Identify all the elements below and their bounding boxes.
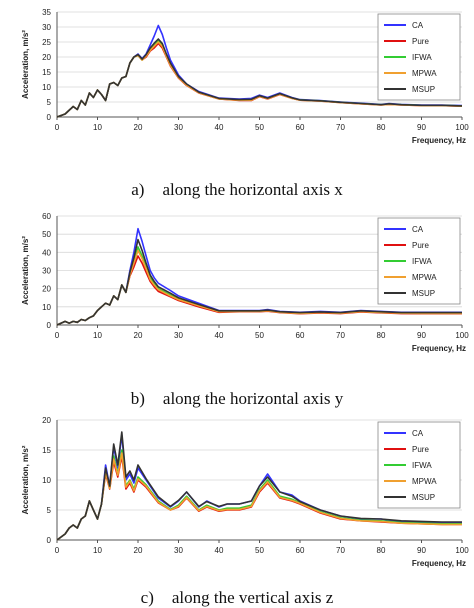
caption-a: a) along the horizontal axis x [0, 180, 474, 200]
chart-c: 0 5 10 15 20 0 10 20 30 40 50 60 70 80 90 100 Frequency,… [21, 416, 469, 568]
x-tick-label: 0 [55, 546, 60, 555]
x-tick-label: 40 [215, 331, 224, 340]
x-tick-label: 50 [255, 546, 264, 555]
y-axis-title: Acceleration, m/s² [21, 30, 30, 99]
y-tick-label: 10 [42, 83, 51, 92]
y-tick-label: 60 [42, 212, 51, 221]
x-tick-label: 20 [134, 331, 143, 340]
series-line-msup [56, 431, 462, 541]
y-tick-label: 10 [42, 303, 51, 312]
legend-label-msup: MSUP [412, 289, 435, 298]
chart-panel-a: 0 5 10 15 20 25 30 35 0 10 20 30 40 50 60 70 80 90 100 Freq… [0, 0, 474, 178]
x-tick-label: 10 [93, 123, 102, 132]
x-tick-label: 90 [417, 546, 426, 555]
caption-b-text: along the horizontal axis y [162, 389, 344, 408]
legend-label-mpwa: MPWA [412, 273, 437, 282]
caption-a-text: along the horizontal axis x [162, 180, 343, 199]
series-line-msup [56, 38, 463, 118]
x-tick-label: 60 [296, 546, 305, 555]
x-tick-label: 70 [336, 546, 345, 555]
x-tick-label: 20 [134, 546, 143, 555]
y-tick-label: 20 [42, 416, 51, 425]
y-tick-label: 20 [42, 53, 51, 62]
y-tick-label: 0 [47, 321, 52, 330]
x-tick-label: 100 [455, 331, 469, 340]
x-axis-title: Frequency, Hz [412, 559, 466, 568]
x-tick-label: 70 [336, 331, 345, 340]
y-tick-label: 0 [47, 113, 52, 122]
y-tick-label: 40 [42, 248, 51, 257]
x-tick-label: 30 [174, 123, 183, 132]
x-tick-label: 0 [55, 331, 60, 340]
chart-a: 0 5 10 15 20 25 30 35 0 10 20 30 40 50 60 70 80 90 100 Freq… [21, 8, 469, 145]
caption-c-label: c) [140, 588, 154, 607]
y-axis-title: Acceleration, m/s² [21, 236, 30, 305]
x-tick-label: 80 [377, 546, 386, 555]
x-tick-label: 30 [174, 331, 183, 340]
x-tick-label: 0 [55, 123, 60, 132]
y-tick-label: 20 [42, 285, 51, 294]
y-tick-label: 10 [42, 476, 51, 485]
caption-b-label: b) [130, 389, 145, 408]
y-tick-label: 30 [42, 23, 51, 32]
x-tick-label: 20 [134, 123, 143, 132]
x-tick-label: 80 [377, 123, 386, 132]
y-tick-label: 50 [42, 230, 51, 239]
caption-a-label: a) [131, 180, 145, 199]
legend-label-pure: Pure [412, 241, 429, 250]
legend-label-pure: Pure [412, 445, 429, 454]
chart-panel-b: 0 10 20 30 40 50 60 0 10 20 30 40 50 60 70 80 90 100 Frequ… [0, 204, 474, 386]
legend-label-ifwa: IFWA [412, 461, 432, 470]
y-tick-label: 5 [47, 506, 52, 515]
y-tick-label: 15 [42, 68, 51, 77]
x-axis-title: Frequency, Hz [412, 136, 466, 145]
x-tick-label: 40 [215, 123, 224, 132]
caption-c: c) along the vertical axis z [0, 588, 474, 608]
legend-label-msup: MSUP [412, 85, 435, 94]
caption-c-text: along the vertical axis z [171, 588, 334, 607]
series-line-msup [56, 238, 462, 326]
chart-panel-c: 0 5 10 15 20 0 10 20 30 40 50 60 70 80 90 100 Frequency,… [0, 412, 474, 587]
x-tick-label: 40 [215, 546, 224, 555]
legend-label-ca: CA [412, 21, 424, 30]
x-tick-label: 50 [255, 123, 264, 132]
legend-label-msup: MSUP [412, 493, 435, 502]
x-tick-label: 60 [296, 123, 305, 132]
x-tick-label: 10 [93, 546, 102, 555]
x-axis-title: Frequency, Hz [412, 344, 466, 353]
x-tick-label: 70 [336, 123, 345, 132]
x-tick-label: 30 [174, 546, 183, 555]
x-tick-label: 10 [93, 331, 102, 340]
legend-label-mpwa: MPWA [412, 477, 437, 486]
y-tick-label: 30 [42, 267, 51, 276]
x-tick-label: 80 [377, 331, 386, 340]
y-tick-label: 5 [47, 98, 52, 107]
caption-b: b) along the horizontal axis y [0, 389, 474, 409]
legend-label-pure: Pure [412, 37, 429, 46]
x-tick-label: 100 [455, 546, 469, 555]
x-tick-label: 50 [255, 331, 264, 340]
x-tick-label: 90 [417, 123, 426, 132]
y-tick-label: 35 [42, 8, 51, 17]
legend-label-mpwa: MPWA [412, 69, 437, 78]
chart-b: 0 10 20 30 40 50 60 0 10 20 30 40 50 60 70 80 90 100 Frequ… [21, 212, 469, 353]
legend-label-ca: CA [412, 225, 424, 234]
legend-label-ca: CA [412, 429, 424, 438]
y-tick-label: 0 [47, 536, 52, 545]
x-tick-label: 90 [417, 331, 426, 340]
x-tick-label: 100 [455, 123, 469, 132]
y-tick-label: 15 [42, 446, 51, 455]
legend-label-ifwa: IFWA [412, 53, 432, 62]
y-tick-label: 25 [42, 38, 51, 47]
legend-label-ifwa: IFWA [412, 257, 432, 266]
x-tick-label: 60 [296, 331, 305, 340]
y-axis-title: Acceleration, m/s² [21, 445, 30, 514]
